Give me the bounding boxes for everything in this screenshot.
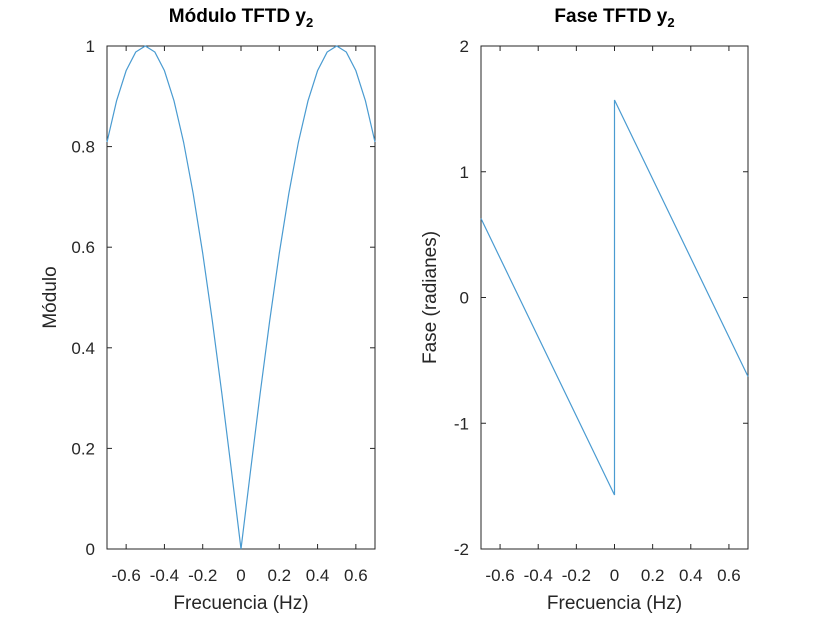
phase-y-axis-label: Fase (radianes) [420,231,441,364]
magnitude-title-subscript: 2 [306,15,313,30]
phase-x-tick-label: -0.2 [562,566,591,585]
phase-y-tick-label: 2 [460,37,469,56]
magnitude-y-tick-label: 1 [86,37,95,56]
magnitude-y-tick-label: 0.8 [71,138,95,157]
phase-title-main: Fase TFTD y [554,6,667,27]
magnitude-x-tick-label: -0.2 [188,566,217,585]
magnitude-x-axis-label: Frecuencia (Hz) [173,593,308,614]
magnitude-y-tick-label: 0.6 [71,238,95,257]
phase-x-tick-label: -0.6 [485,566,514,585]
phase-series-line [480,99,749,496]
phase-subplot: Fase TFTD y2 Frecuencia (Hz) Fase (radia… [420,6,749,614]
phase-x-tick-label: -0.4 [524,566,553,585]
phase-y-tick-label: 0 [460,289,469,308]
magnitude-x-tick-label: 0.4 [306,566,330,585]
phase-x-tick-label: 0.2 [641,566,665,585]
magnitude-x-tick-label: -0.6 [111,566,140,585]
phase-x-tick-label: 0 [610,566,619,585]
magnitude-series-line [106,45,376,550]
magnitude-x-tick-label: -0.4 [150,566,179,585]
phase-x-axis-label: Frecuencia (Hz) [547,593,682,614]
magnitude-y-tick-label: 0.4 [71,339,95,358]
magnitude-title-main: Módulo TFTD y [169,6,307,27]
magnitude-x-tick-label: 0 [236,566,245,585]
phase-x-tick-label: 0.6 [717,566,741,585]
magnitude-x-tick-label: 0.2 [267,566,291,585]
phase-y-tick-label: -2 [454,540,469,559]
magnitude-y-tick-label: 0 [86,540,95,559]
phase-title: Fase TFTD y2 [554,6,674,30]
phase-x-tick-label: 0.4 [679,566,703,585]
magnitude-axes-box [106,45,376,550]
magnitude-y-axis-label: Módulo [40,266,61,328]
phase-title-subscript: 2 [667,15,674,30]
magnitude-title: Módulo TFTD y2 [169,6,313,30]
magnitude-subplot: Módulo TFTD y2 Frecuencia (Hz) Módulo -0… [40,6,376,614]
magnitude-y-tick-label: 0.2 [71,439,95,458]
phase-y-tick-label: 1 [460,163,469,182]
phase-y-tick-label: -1 [454,414,469,433]
magnitude-x-tick-label: 0.6 [344,566,368,585]
